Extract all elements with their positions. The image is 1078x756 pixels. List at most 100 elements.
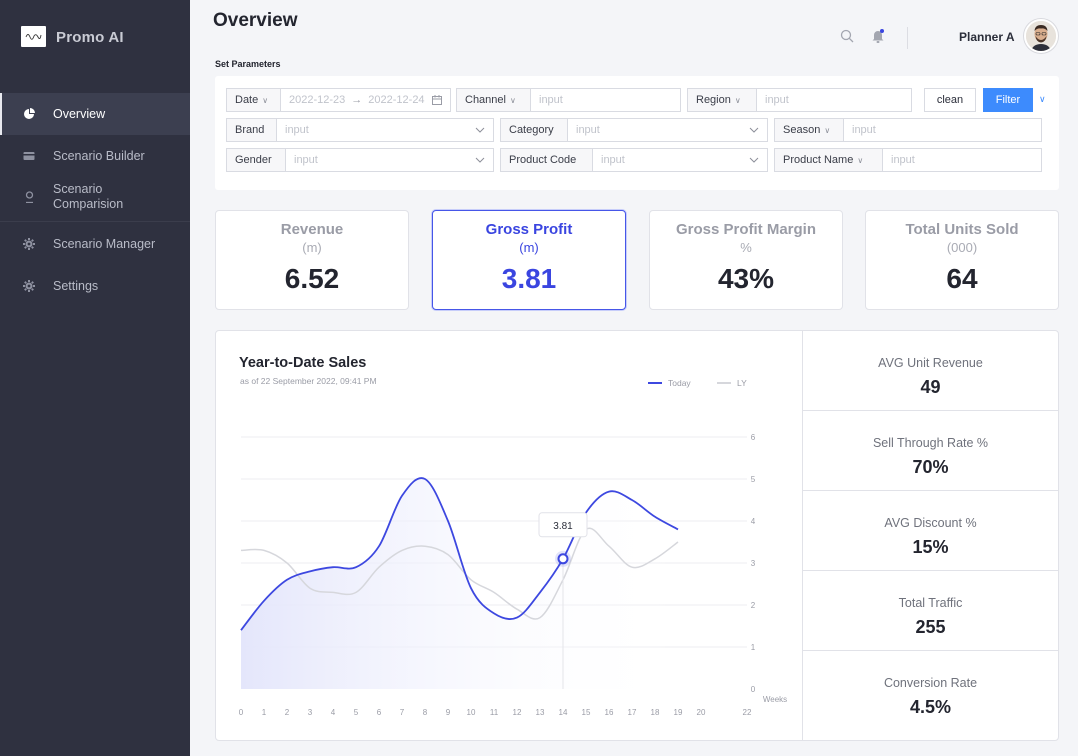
- channel-input[interactable]: input: [539, 94, 563, 106]
- kpi-value: 43%: [717, 263, 775, 294]
- metric-avg-discount: AVG Discount % 15%: [803, 491, 1058, 571]
- product-code-input[interactable]: input: [601, 154, 625, 166]
- kpi-value: 64: [946, 263, 978, 294]
- kpi-unit: (m): [302, 240, 322, 255]
- date-filter-label[interactable]: Date ∨: [227, 89, 281, 111]
- x-tick-label: 2: [285, 708, 290, 717]
- sidebar-item-label: Scenario Comparision: [53, 182, 124, 211]
- y-tick-label: 4: [751, 517, 756, 526]
- product-name-input[interactable]: input: [891, 154, 915, 166]
- x-tick-label: 18: [651, 708, 660, 717]
- y-tick-label: 0: [751, 685, 756, 694]
- gender-input[interactable]: input: [294, 154, 318, 166]
- y-tick-label: 6: [751, 433, 756, 442]
- metric-value: 4.5%: [909, 697, 952, 717]
- brand-filter-label: Brand: [227, 119, 277, 141]
- kpi-card-gross-profit[interactable]: Gross Profit (m) 3.81: [432, 210, 626, 310]
- avatar[interactable]: [1024, 19, 1058, 53]
- metric-conversion-rate: Conversion Rate 4.5%: [803, 651, 1058, 731]
- y-tick-label: 3: [751, 559, 756, 568]
- chart-title: Year-to-Date Sales: [239, 355, 367, 371]
- season-filter[interactable]: Season ∨ input: [774, 118, 1042, 142]
- region-input[interactable]: input: [765, 94, 789, 106]
- metrics-panel: AVG Unit Revenue 49 Sell Through Rate % …: [802, 330, 1059, 741]
- kpi-value: 3.81: [501, 263, 557, 294]
- date-end-input[interactable]: 2022-12-24: [368, 94, 425, 106]
- x-tick-label: 12: [513, 708, 522, 717]
- x-tick-label: 16: [605, 708, 614, 717]
- card-icon: [23, 150, 35, 162]
- sidebar-item-label: Scenario Manager: [53, 236, 156, 251]
- category-input[interactable]: input: [576, 124, 600, 136]
- today-area: [241, 478, 678, 689]
- chevron-down-icon[interactable]: [749, 155, 759, 165]
- page-title: Overview: [213, 10, 298, 31]
- channel-filter-label[interactable]: Channel ∨: [457, 89, 531, 111]
- date-start-input[interactable]: 2022-12-23: [289, 94, 346, 106]
- chevron-down-icon[interactable]: [749, 125, 759, 135]
- kpi-unit: (m): [519, 240, 539, 255]
- chevron-down-icon: ∨: [824, 125, 831, 135]
- legend-item-today[interactable]: Today: [648, 378, 691, 388]
- sidebar-item-label: Scenario Builder: [53, 148, 145, 163]
- date-range-filter[interactable]: Date ∨ 2022-12-23 → 2022-12-24: [226, 88, 451, 112]
- brand-input[interactable]: input: [285, 124, 309, 136]
- sidebar-item-scenario-comparision[interactable]: Scenario Comparision: [0, 181, 190, 213]
- kpi-value: 6.52: [284, 263, 340, 294]
- sidebar-item-label: Overview: [53, 106, 106, 121]
- x-tick-label: 20: [697, 708, 706, 717]
- calendar-icon[interactable]: [432, 95, 442, 105]
- season-filter-label[interactable]: Season ∨: [775, 119, 844, 141]
- channel-filter[interactable]: Channel ∨ input: [456, 88, 681, 112]
- legend-item-ly[interactable]: LY: [717, 378, 747, 388]
- clean-button[interactable]: clean: [924, 88, 976, 112]
- season-input[interactable]: input: [852, 124, 876, 136]
- metric-label: Total Traffic: [898, 596, 963, 610]
- search-icon[interactable]: [840, 29, 854, 48]
- brand-filter[interactable]: Brand input: [226, 118, 494, 142]
- chevron-down-icon[interactable]: [475, 125, 485, 135]
- gender-filter-label: Gender: [227, 149, 286, 171]
- product-code-filter[interactable]: Product Code input: [500, 148, 768, 172]
- legend-swatch: [648, 382, 662, 384]
- region-filter-label[interactable]: Region ∨: [688, 89, 757, 111]
- chevron-down-icon[interactable]: [475, 155, 485, 165]
- kpi-card-total-units-sold[interactable]: Total Units Sold (000) 64: [865, 210, 1059, 310]
- x-tick-label: 6: [377, 708, 382, 717]
- gear-icon: [23, 238, 35, 250]
- x-tick-label: 7: [400, 708, 405, 717]
- x-tick-label: 3: [308, 708, 313, 717]
- sidebar-item-settings[interactable]: Settings: [0, 275, 190, 297]
- sidebar-divider: [0, 221, 190, 222]
- sidebar-item-overview[interactable]: Overview: [0, 93, 190, 135]
- metric-avg-unit-revenue: AVG Unit Revenue 49: [803, 331, 1058, 411]
- product-name-filter[interactable]: Product Name ∨ input: [774, 148, 1042, 172]
- metric-value: 255: [915, 617, 946, 637]
- kpi-card-revenue[interactable]: Revenue (m) 6.52: [215, 210, 409, 310]
- kpi-card-gross-profit-margin[interactable]: Gross Profit Margin % 43%: [649, 210, 843, 310]
- sidebar-item-scenario-builder[interactable]: Scenario Builder: [0, 145, 190, 167]
- x-tick-label: 8: [423, 708, 428, 717]
- y-tick-label: 2: [751, 601, 756, 610]
- metric-label: AVG Unit Revenue: [878, 356, 983, 370]
- filter-button[interactable]: Filter: [983, 88, 1033, 112]
- x-tick-label: 19: [674, 708, 683, 717]
- x-tick-label: 11: [490, 708, 499, 717]
- user-icon: [23, 191, 35, 203]
- category-filter-label: Category: [501, 119, 568, 141]
- product-name-filter-label[interactable]: Product Name ∨: [775, 149, 883, 171]
- user-name[interactable]: Planner A: [959, 30, 1015, 44]
- chevron-down-icon: ∨: [857, 155, 864, 165]
- bell-icon[interactable]: [871, 28, 885, 49]
- x-tick-label: 5: [354, 708, 359, 717]
- x-tick-label: 17: [628, 708, 637, 717]
- chart-subtitle: as of 22 September 2022, 09:41 PM: [240, 376, 377, 386]
- region-filter[interactable]: Region ∨ input: [687, 88, 912, 112]
- sidebar-item-scenario-manager[interactable]: Scenario Manager: [0, 233, 190, 255]
- parameters-title: Set Parameters: [215, 59, 281, 69]
- gender-filter[interactable]: Gender input: [226, 148, 494, 172]
- chevron-down-icon[interactable]: ∨: [1039, 94, 1046, 104]
- metric-label: AVG Discount %: [884, 516, 977, 530]
- category-filter[interactable]: Category input: [500, 118, 768, 142]
- kpi-title: Revenue: [280, 221, 344, 238]
